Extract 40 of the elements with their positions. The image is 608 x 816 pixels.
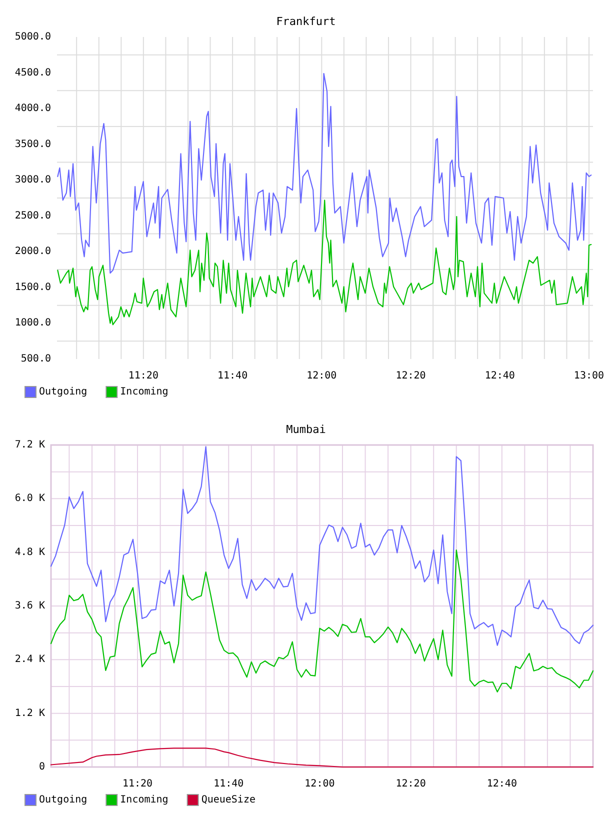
x-tick-label: 11:40: [218, 370, 248, 382]
y-tick-label: 3500.0: [14, 138, 51, 150]
y-tick-label: 3.6 K: [14, 600, 45, 612]
line-series: [50, 446, 594, 646]
x-tick-label: 12:20: [396, 778, 426, 790]
x-tick-label: 12:40: [486, 778, 517, 790]
x-tick-label: 11:20: [122, 778, 153, 790]
y-tick-label: 4500.0: [14, 67, 51, 78]
y-tick-label: 2.4 K: [14, 654, 45, 666]
y-tick-label: 3000.0: [14, 174, 51, 186]
y-tick-label: 2000.0: [14, 246, 51, 258]
y-tick-label: 4.8 K: [14, 546, 45, 558]
y-tick-label: 1000.0: [14, 318, 51, 329]
y-tick-label: 2500.0: [14, 210, 51, 222]
x-tick-label: 12:00: [306, 370, 337, 382]
legend-label: Outgoing: [39, 794, 88, 806]
x-tick-label: 11:40: [214, 778, 244, 790]
legend-label: Outgoing: [39, 386, 88, 398]
x-tick-label: 12:20: [396, 370, 426, 382]
x-tick-label: 11:20: [128, 370, 158, 382]
y-tick-label: 5000.0: [14, 32, 51, 42]
y-tick-label: 6.0 K: [14, 493, 45, 504]
x-tick-label: 12:40: [484, 370, 515, 382]
chart-title: Mumbai: [286, 423, 326, 436]
legend-label: Incoming: [120, 386, 168, 398]
line-series: [57, 72, 592, 274]
x-tick-label: 12:00: [304, 778, 335, 790]
y-tick-label: 1.2 K: [14, 708, 45, 719]
y-tick-label: 1500.0: [14, 282, 51, 293]
y-tick-label: 7.2 K: [14, 440, 45, 450]
legend-label: QueueSize: [201, 794, 256, 806]
line-series: [50, 748, 594, 768]
y-tick-label: 4000.0: [14, 103, 51, 114]
line-series: [50, 550, 594, 692]
x-tick-label: 13:00: [574, 370, 604, 382]
y-tick-label: 0: [38, 762, 45, 772]
chart-title: Frankfurt: [276, 15, 336, 28]
y-tick-label: 500.0: [20, 354, 51, 364]
legend-label: Incoming: [120, 794, 168, 806]
line-series: [57, 200, 592, 326]
